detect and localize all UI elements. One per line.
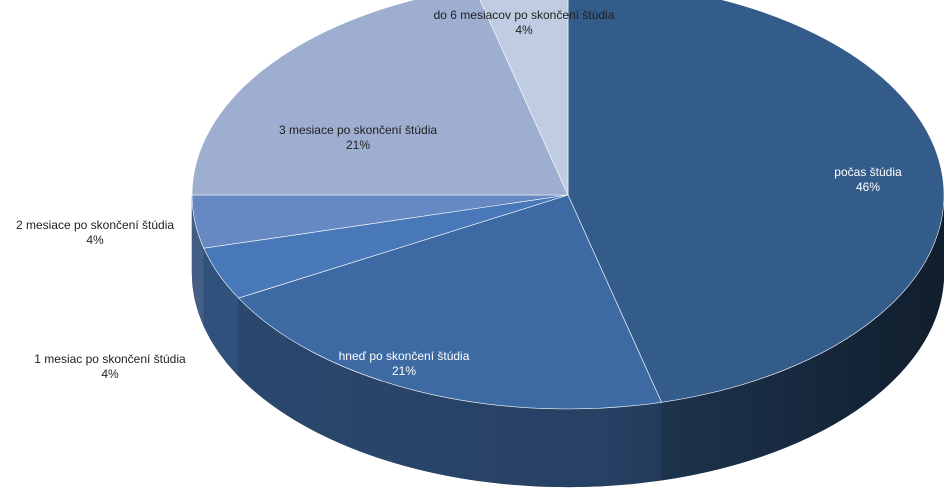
pie-slices [191, 0, 944, 410]
pie-slice-1 [237, 194, 662, 410]
slice-value-label-1: 21% [392, 364, 416, 378]
pie-side-shading [192, 195, 944, 487]
pie-slice-5 [479, 0, 569, 196]
slice-label-4: 3 mesiace po skončení štúdia [279, 123, 437, 137]
slice-label-2: 1 mesiac po skončení štúdia [34, 352, 186, 366]
pie-slice-0 [567, 0, 944, 403]
slice-value-label-0: 46% [856, 180, 880, 194]
slice-label-1: hneď po skončení štúdia [339, 349, 470, 363]
slice-label-0: počas štúdia [834, 165, 902, 179]
slice-label-3: 2 mesiace po skončení štúdia [16, 218, 174, 232]
slice-value-label-4: 21% [346, 138, 370, 152]
slice-label-5: do 6 mesiacov po skončení štúdia [434, 8, 615, 22]
slice-value-label-2: 4% [101, 367, 119, 381]
pie-slice-4 [191, 0, 569, 196]
slice-value-label-5: 4% [515, 23, 533, 37]
pie-sides [191, 194, 944, 488]
slice-value-label-3: 4% [86, 233, 104, 247]
